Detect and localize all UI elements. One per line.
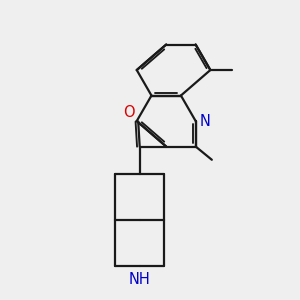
Text: NH: NH [129,272,151,286]
Text: O: O [123,105,135,120]
Text: N: N [200,113,210,128]
